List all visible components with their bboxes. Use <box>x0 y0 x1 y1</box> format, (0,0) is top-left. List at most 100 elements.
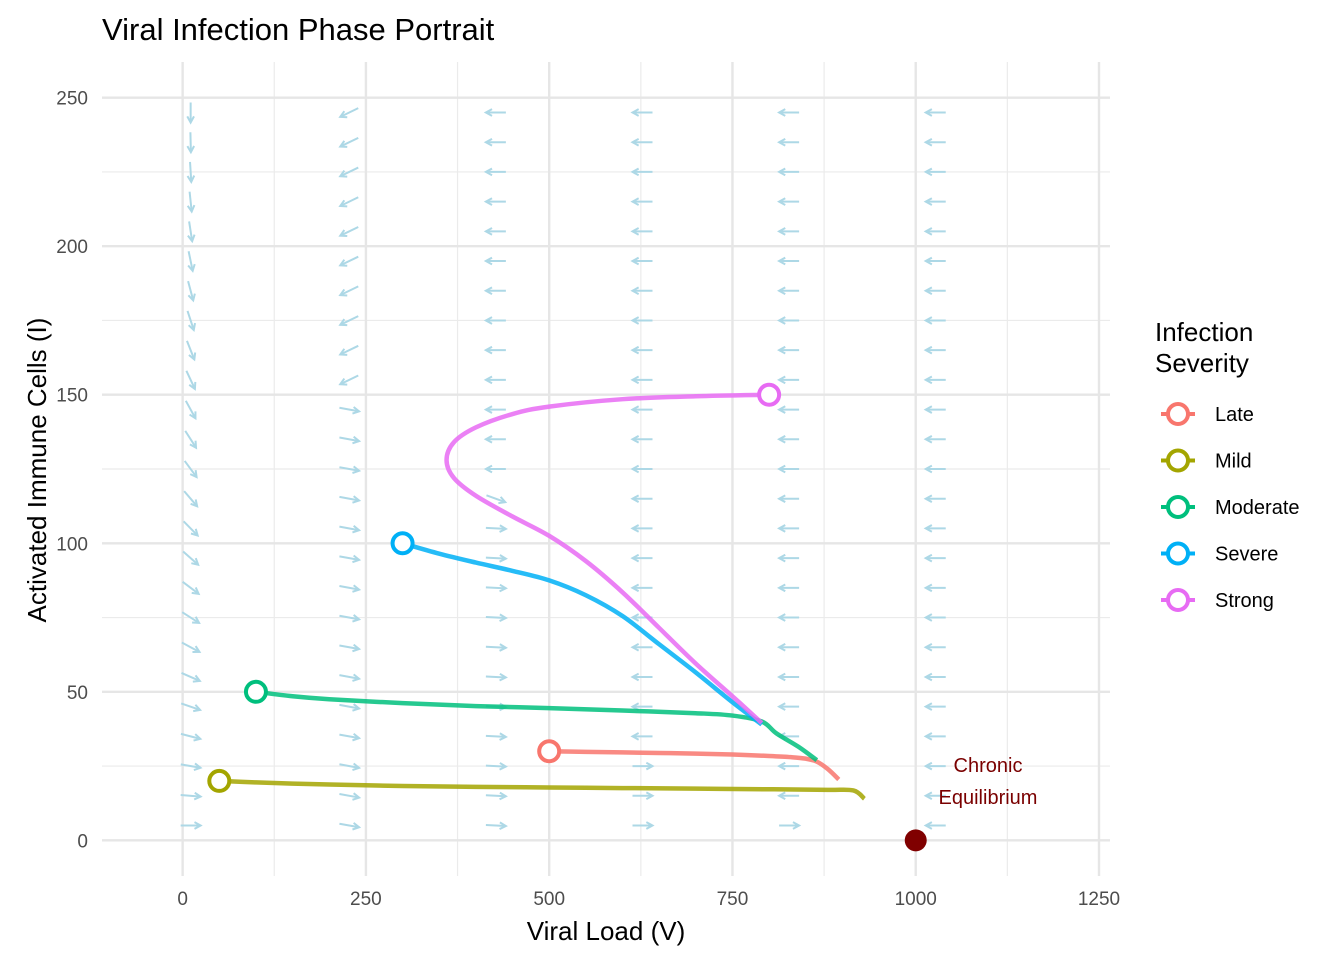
start-marker-mild <box>207 768 232 793</box>
x-tick-labels: 0 250 500 750 1000 1250 <box>177 889 1120 910</box>
y-tick-label: 0 <box>77 831 88 852</box>
arrow-head <box>777 613 786 622</box>
arrow-shaft <box>184 430 197 449</box>
vector-arrow <box>923 732 946 741</box>
arrow-head <box>483 286 493 295</box>
arrow-head <box>192 645 202 654</box>
arrow-head <box>192 616 201 625</box>
arrow-shaft <box>181 611 200 624</box>
vector-arrow <box>777 345 800 355</box>
arrow-shaft <box>185 370 196 390</box>
x-axis-title: Viral Load (V) <box>527 916 686 946</box>
vector-arrow <box>339 614 362 623</box>
arrow-head <box>923 672 933 682</box>
arrow-shaft <box>485 586 506 590</box>
vector-arrow <box>923 553 946 563</box>
arrow-head <box>352 525 362 534</box>
legend-marker <box>1166 588 1190 612</box>
arrow-shaft <box>189 161 193 182</box>
vector-arrow <box>186 132 195 155</box>
vector-arrow <box>777 524 800 533</box>
arrow-head <box>190 528 200 538</box>
vector-arrow <box>630 583 653 593</box>
legend-item-mild: Mild <box>1161 448 1252 473</box>
vector-arrow <box>923 345 946 355</box>
equilibrium-layer <box>904 829 927 852</box>
arrow-head <box>338 169 348 178</box>
arrow-head <box>777 108 786 117</box>
vector-arrow <box>483 464 506 474</box>
legend-marker <box>1166 402 1190 426</box>
arrow-head <box>483 435 493 444</box>
arrow-shaft <box>182 581 200 595</box>
arrow-head <box>352 703 362 712</box>
legend-label: Severe <box>1215 544 1278 566</box>
vector-arrow <box>923 167 946 177</box>
vector-arrow <box>777 137 800 147</box>
arrow-head <box>483 375 493 385</box>
arrow-head <box>338 377 348 386</box>
vector-arrow <box>187 221 196 244</box>
y-tick-label: 250 <box>56 89 88 110</box>
vector-arrow <box>483 435 506 444</box>
vector-arrow <box>923 286 946 295</box>
arrow-head <box>630 256 640 266</box>
vector-arrow <box>923 524 946 533</box>
arrow-head <box>923 702 933 711</box>
vector-arrow <box>485 554 508 563</box>
arrow-shaft <box>183 490 198 507</box>
vector-arrow <box>483 375 506 385</box>
vector-arrow <box>486 494 508 505</box>
vector-arrow <box>630 345 653 355</box>
vector-arrow <box>777 108 800 117</box>
arrow-head <box>630 583 640 593</box>
y-tick-label: 100 <box>56 534 88 555</box>
vector-arrow <box>777 167 800 177</box>
arrow-shaft <box>339 166 359 178</box>
arrow-head <box>777 583 786 593</box>
arrow-shaft <box>485 764 506 768</box>
arrow-shaft <box>181 641 200 653</box>
arrow-head <box>483 464 493 474</box>
arrow-head <box>352 792 362 801</box>
arrow-head <box>630 553 640 563</box>
vector-arrow <box>777 405 800 414</box>
vector-arrow <box>185 370 197 391</box>
vector-arrow <box>181 672 202 683</box>
arrow-shaft <box>339 793 360 799</box>
arrow-head <box>777 435 786 444</box>
arrow-head <box>191 587 201 596</box>
vector-arrow <box>339 495 362 504</box>
arrow-head <box>190 499 199 508</box>
vector-arrow <box>182 550 200 567</box>
arrow-shaft <box>186 310 195 331</box>
arrow-head <box>483 137 493 147</box>
arrow-head <box>630 227 640 236</box>
arrow-head <box>630 464 640 474</box>
vector-arrow <box>180 821 203 830</box>
vector-arrow <box>483 137 506 147</box>
arrow-head <box>923 345 933 355</box>
vector-arrow <box>923 435 946 444</box>
arrow-head <box>630 197 640 206</box>
y-tick-label: 200 <box>56 237 88 258</box>
arrow-head <box>352 584 362 593</box>
vector-arrow <box>632 791 655 801</box>
vector-arrow <box>182 520 200 538</box>
arrow-shaft <box>339 614 360 621</box>
vector-arrow <box>777 791 800 801</box>
arrow-head <box>923 524 933 533</box>
vector-arrow <box>483 197 506 206</box>
arrow-shaft <box>339 344 359 356</box>
arrow-head <box>630 108 640 117</box>
arrow-head <box>352 465 362 474</box>
arrow-head <box>338 348 348 356</box>
arrow-head <box>645 761 655 771</box>
vector-arrow <box>182 581 201 596</box>
y-tick-label: 150 <box>56 386 88 407</box>
arrow-head <box>189 411 197 421</box>
arrow-head <box>923 464 933 474</box>
arrow-head <box>499 583 508 593</box>
arrow-head <box>189 469 198 479</box>
vector-arrow <box>485 762 508 771</box>
